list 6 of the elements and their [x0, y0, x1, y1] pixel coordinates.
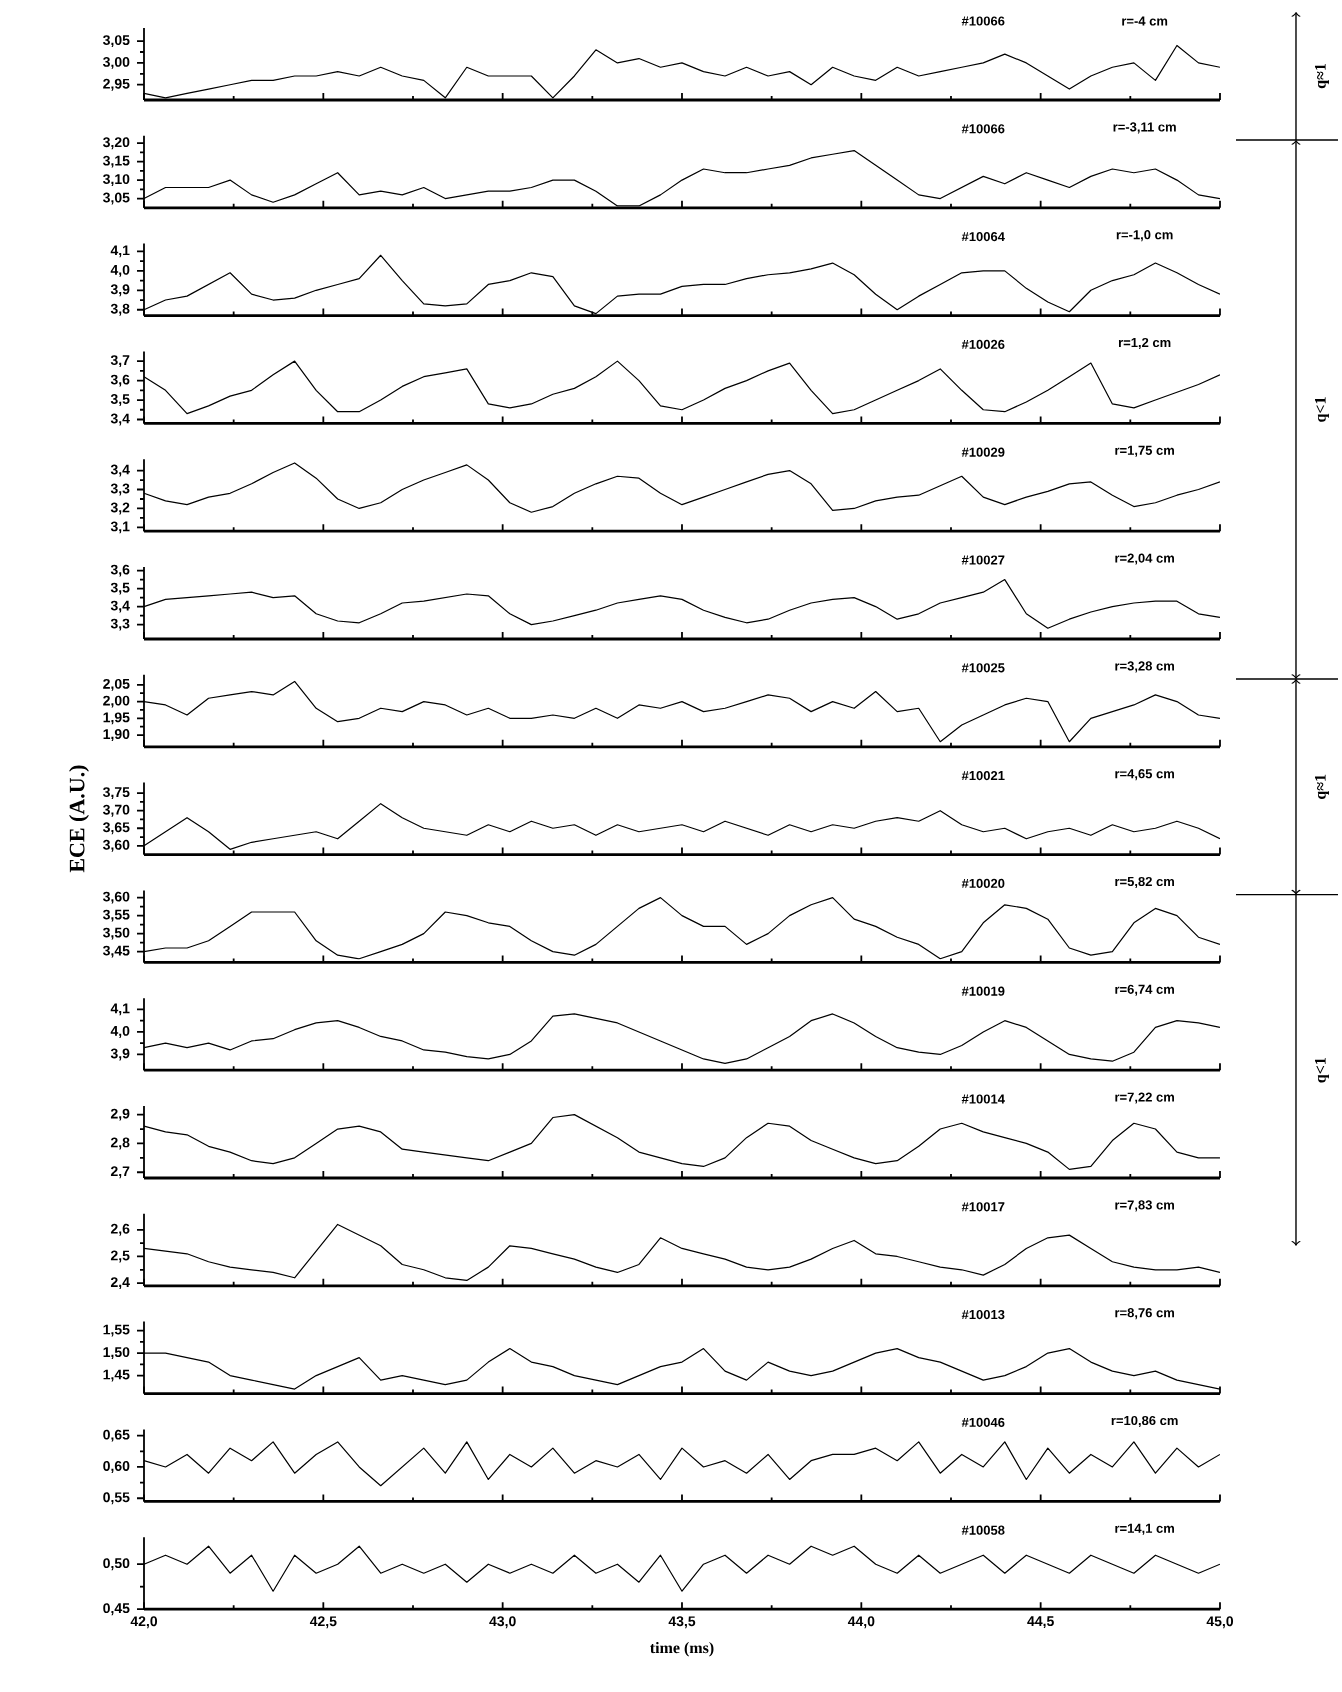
text: q<1	[1315, 1058, 1329, 1083]
text: q≈1	[1315, 63, 1329, 89]
text: q≈1	[1315, 774, 1329, 799]
y-axis-title: ECE (A.U.)	[69, 765, 89, 873]
x-axis-title: time (ms)	[650, 1641, 714, 1657]
text: q<1	[1315, 397, 1329, 422]
